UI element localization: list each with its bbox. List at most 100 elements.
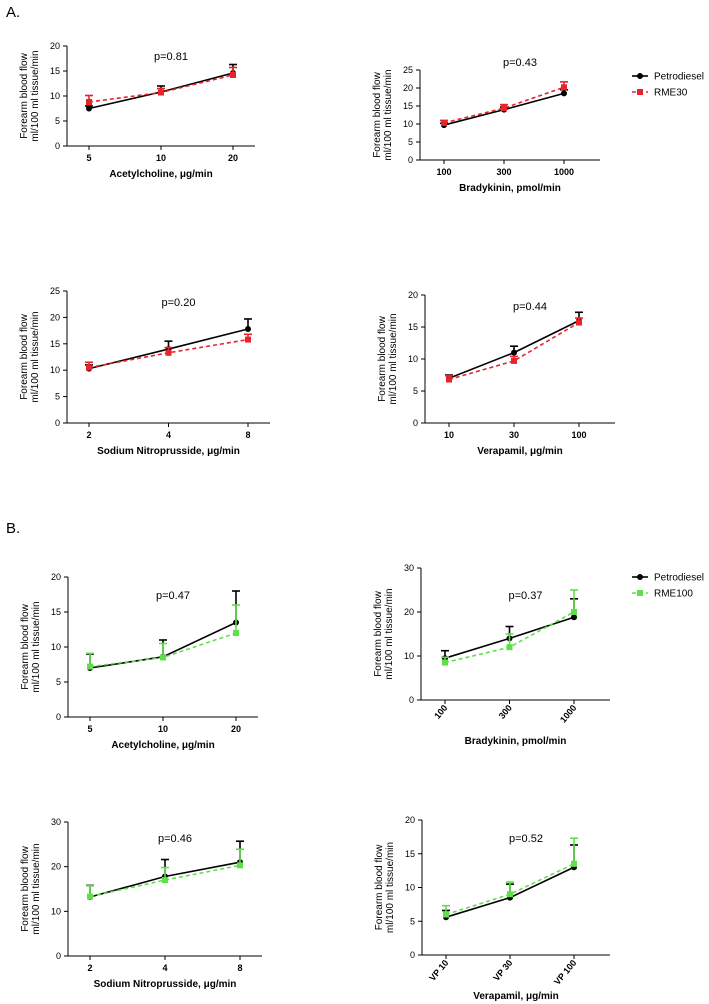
p-value-label: p=0.52: [509, 833, 543, 845]
legend-label: RME30: [654, 88, 688, 99]
data-point: [158, 89, 164, 96]
x-axis-label: Acetylcholine, μg/min: [111, 740, 214, 751]
y-tick-label: 15: [50, 66, 60, 76]
data-point: [165, 349, 172, 356]
y-tick-label: 25: [50, 286, 60, 296]
x-tick-label: VP 30: [491, 958, 514, 983]
chart-a-bk: 0 5 10 15 20 25 100 300 1000 Bradykinin, pmol/min…: [372, 57, 704, 194]
series-rme100: [442, 837, 578, 918]
data-point: [87, 893, 93, 900]
chart-a-ach: 0 5 10 15 20 5 10 20 Acetylcholine, μg/min Forear…: [19, 41, 255, 180]
data-point: [507, 891, 513, 898]
y-tick-label: 0: [408, 155, 413, 165]
x-tick-label: 2: [87, 963, 92, 973]
legend-marker: [637, 574, 643, 580]
y-tick-label: 0: [56, 712, 61, 722]
y-tick-label: 15: [408, 322, 418, 332]
p-value-label: p=0.37: [509, 590, 543, 602]
y-tick-label: 10: [403, 119, 413, 129]
y-axis-label: Forearm blood flow: [19, 313, 30, 399]
y-tick-label: 10: [405, 883, 415, 893]
data-point: [86, 105, 92, 112]
y-tick-label: 20: [405, 815, 415, 825]
data-point: [576, 319, 582, 326]
x-axis-label: Bradykinin, pmol/min: [459, 183, 561, 194]
data-point: [441, 119, 447, 126]
data-point: [86, 364, 92, 371]
y-axis-label: ml/100 ml tissue/min: [31, 601, 42, 692]
x-tick-label: 30: [509, 430, 519, 440]
chart-b-vp: 0 5 10 15 20 VP 10 VP 30 VP 100 Verapamil, μg/mi…: [374, 815, 610, 1002]
y-tick-label: 10: [51, 642, 61, 652]
y-axis-label: Forearm blood flow: [374, 844, 385, 930]
series-rme30: [445, 317, 583, 383]
y-axis-label: ml/100 ml tissue/min: [30, 50, 41, 141]
x-tick-label: 1000: [554, 167, 574, 177]
data-point: [237, 862, 243, 869]
y-tick-label: 30: [51, 817, 61, 827]
y-axis-label: ml/100 ml tissue/min: [31, 843, 42, 934]
y-tick-label: 0: [410, 950, 415, 960]
y-tick-label: 15: [403, 101, 413, 111]
x-tick-label: 300: [496, 167, 511, 177]
x-tick-label: 20: [231, 724, 241, 734]
data-point: [87, 663, 93, 670]
data-point: [501, 105, 507, 112]
x-axis-label: Verapamil, μg/min: [473, 991, 559, 1002]
data-point: [443, 911, 449, 918]
data-point: [511, 349, 517, 356]
x-tick-label: 10: [158, 724, 168, 734]
y-tick-label: 20: [408, 290, 418, 300]
series-rme30: [85, 66, 237, 105]
p-value-label: p=0.46: [158, 833, 192, 845]
y-tick-label: 5: [410, 916, 415, 926]
data-point: [233, 630, 239, 636]
legend: Petrodiesel RME100: [632, 573, 704, 600]
series-rme30: [440, 81, 568, 126]
x-tick-label: 8: [237, 963, 242, 973]
series-line: [445, 863, 575, 916]
x-tick-label: 100: [432, 703, 449, 721]
data-point: [571, 609, 577, 615]
y-tick-label: 20: [51, 572, 61, 582]
x-tick-label: 4: [166, 430, 171, 440]
y-tick-label: 20: [51, 862, 61, 872]
x-axis-label: Sodium Nitroprusside, μg/min: [94, 979, 237, 990]
x-tick-label: 4: [162, 963, 167, 973]
x-tick-label: 2: [86, 430, 91, 440]
x-tick-label: 1000: [558, 703, 579, 725]
series-line: [89, 864, 241, 898]
y-tick-label: 15: [51, 607, 61, 617]
chart-b-ach: 0 5 10 15 20 5 10 20 Acetylcholine, μg/min Forear…: [20, 572, 258, 751]
p-value-label: p=0.47: [156, 590, 190, 602]
x-tick-label: 10: [156, 153, 166, 163]
y-axis-label: ml/100 ml tissue/min: [30, 311, 41, 402]
x-tick-label: 100: [436, 167, 451, 177]
series-line: [448, 321, 580, 381]
data-point: [245, 326, 251, 333]
y-axis-label: ml/100 ml tissue/min: [388, 313, 399, 404]
y-tick-label: 25: [403, 65, 413, 75]
x-tick-label: 20: [228, 153, 238, 163]
y-axis-label: ml/100 ml tissue/min: [385, 842, 396, 933]
y-tick-label: 30: [404, 563, 414, 573]
y-axis-label: Forearm blood flow: [19, 52, 30, 138]
x-axis-label: Acetylcholine, μg/min: [109, 169, 212, 180]
y-tick-label: 0: [55, 418, 60, 428]
y-tick-label: 20: [50, 41, 60, 51]
x-axis-label: Bradykinin, pmol/min: [465, 736, 567, 747]
series-rme100: [86, 848, 244, 900]
p-value-label: p=0.44: [513, 301, 547, 313]
p-value-label: p=0.43: [503, 57, 537, 69]
x-tick-label: VP 100: [552, 958, 579, 987]
y-tick-label: 15: [405, 849, 415, 859]
y-tick-label: 10: [404, 651, 414, 661]
data-point: [561, 84, 567, 91]
data-point: [561, 90, 567, 97]
section-a-label: A.: [6, 4, 21, 21]
y-axis-label: Forearm blood flow: [373, 590, 384, 676]
legend-marker: [637, 73, 643, 79]
p-value-label: p=0.81: [154, 51, 188, 63]
data-point: [446, 376, 452, 383]
